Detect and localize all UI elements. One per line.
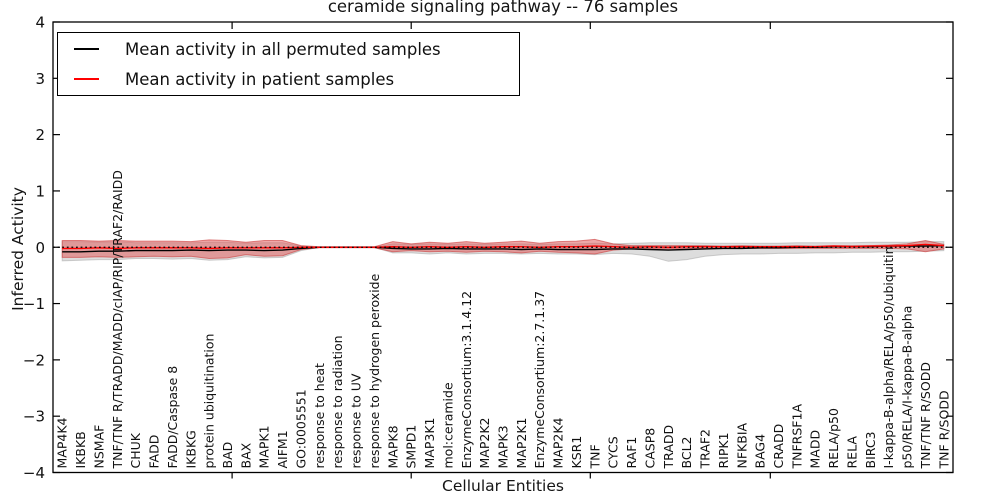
patient-line-sample-icon xyxy=(74,78,99,80)
legend: Mean activity in all permuted samples Me… xyxy=(57,32,520,96)
y-tick-label: 3 xyxy=(35,70,45,88)
x-tick-label: CASP8 xyxy=(642,428,657,469)
x-tick-label: RAF1 xyxy=(624,437,639,469)
patient-mean-line xyxy=(62,243,944,250)
y-tick-label: −4 xyxy=(23,464,45,482)
y-axis-label: Inferred Activity xyxy=(9,187,27,311)
x-tick-label: CYCS xyxy=(606,436,621,468)
y-tick-label: 1 xyxy=(35,182,45,200)
x-tick-label: CRADD xyxy=(771,424,786,469)
x-tick-label: MAPK3 xyxy=(496,425,511,468)
y-tick-label: 4 xyxy=(35,14,45,32)
legend-label: Mean activity in all permuted samples xyxy=(125,39,441,59)
legend-item-permuted: Mean activity in all permuted samples xyxy=(58,35,519,63)
x-tick-label: TNF/TNF R/TRADD/MADD/cIAP/RIP/TRAF2/RAID… xyxy=(110,170,125,469)
x-tick-label: SMPD1 xyxy=(404,425,419,469)
x-axis-label: Cellular Entities xyxy=(442,477,564,495)
x-tick-label: response to heat xyxy=(312,363,327,469)
legend-label: Mean activity in patient samples xyxy=(125,69,395,89)
x-tick-label: RELA/p50 xyxy=(826,408,841,468)
y-tick-label: 2 xyxy=(35,126,45,144)
x-tick-label: response to UV xyxy=(349,373,364,468)
x-tick-label: MAP2K4 xyxy=(551,417,566,468)
x-tick-label: protein ubiquitination xyxy=(202,334,217,469)
x-tick-label: BAG4 xyxy=(753,434,768,469)
x-tick-label: MAP2K2 xyxy=(477,418,492,469)
x-tick-label: GO:0005551 xyxy=(294,389,309,468)
x-tick-label: AIFM1 xyxy=(275,430,290,468)
y-tick-label: −3 xyxy=(23,408,45,426)
chart-title: ceramide signaling pathway -- 76 samples xyxy=(327,0,679,16)
x-tick-label: NSMAF xyxy=(91,425,106,469)
x-tick-label: IKBKB xyxy=(73,431,88,468)
x-tick-label: mol:ceramide xyxy=(440,382,455,468)
x-tick-label: RIPK1 xyxy=(716,432,731,468)
x-tick-label: FADD xyxy=(147,435,162,469)
x-tick-label: BAX xyxy=(238,442,253,468)
x-tick-label: MAP4K4 xyxy=(55,417,70,468)
x-tick-label: MADD xyxy=(808,430,823,469)
x-tick-label: I-kappa-B-alpha/RELA/p50/ubiquitin xyxy=(881,246,896,468)
x-tick-label: TRADD xyxy=(661,425,676,470)
x-tick-label: BCL2 xyxy=(679,436,694,468)
x-tick-label: MAP2K1 xyxy=(514,418,529,469)
x-tick-label: IKBKG xyxy=(183,430,198,468)
x-tick-label: TNF R/SODD xyxy=(936,390,951,469)
x-tick-label: EnzymeConsortium:3.1.4.12 xyxy=(459,291,474,469)
x-tick-label: FADD/Caspase 8 xyxy=(165,366,180,469)
legend-item-patient: Mean activity in patient samples xyxy=(58,65,519,93)
x-tick-label: CHUK xyxy=(128,432,143,468)
y-tick-label: −1 xyxy=(23,295,45,313)
x-tick-label: TNFRSF1A xyxy=(789,404,804,470)
x-tick-label: response to hydrogen peroxide xyxy=(367,273,382,468)
x-tick-label: MAP3K1 xyxy=(422,418,437,469)
x-tick-label: NFKBIA xyxy=(734,423,749,469)
permuted-line-sample-icon xyxy=(74,48,99,50)
y-tick-label: −2 xyxy=(23,351,45,369)
x-tick-label: TRAF2 xyxy=(698,429,713,470)
x-tick-label: BAD xyxy=(220,442,235,469)
x-tick-label: TNF xyxy=(587,444,602,469)
x-tick-label: RELA xyxy=(845,436,860,469)
y-tick-label: 0 xyxy=(35,239,45,257)
x-tick-label: MAPK1 xyxy=(257,425,272,468)
x-tick-label: KSR1 xyxy=(569,436,584,469)
x-tick-label: response to radiation xyxy=(330,335,345,468)
x-tick-label: BIRC3 xyxy=(863,431,878,468)
x-tick-label: TNF/TNF R/SODD xyxy=(918,362,933,469)
x-tick-label: EnzymeConsortium:2.7.1.37 xyxy=(532,291,547,469)
x-tick-label: p50/RELA/I-kappa-B-alpha xyxy=(900,306,915,469)
x-tick-label: MAPK8 xyxy=(385,425,400,468)
